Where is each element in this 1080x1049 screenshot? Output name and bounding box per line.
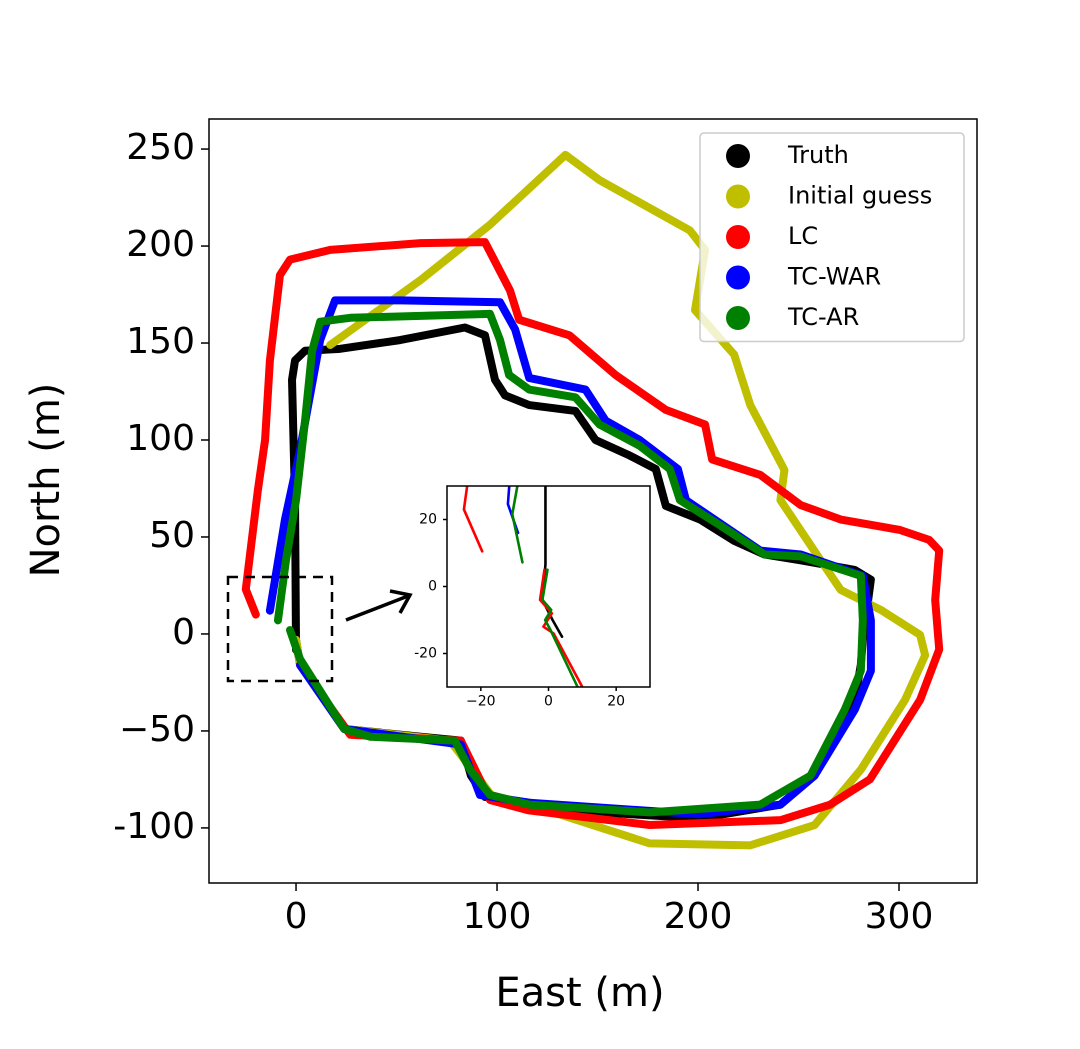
legend-marker <box>726 144 750 168</box>
y-tick-label: −50 <box>119 709 195 750</box>
y-tick-label: -20 <box>414 646 437 662</box>
y-tick-label: 200 <box>126 224 195 265</box>
trajectory <box>510 486 524 564</box>
x-tick-label: 300 <box>865 896 934 937</box>
plot-layer: 0 100 200 300250200150100500−50-100TruthIni… <box>113 118 978 937</box>
x-tick-label: 20 <box>607 694 625 710</box>
legend-label: TC-AR <box>787 303 859 331</box>
zoom-arrow-head <box>389 589 413 614</box>
trajectory <box>538 568 584 687</box>
y-tick-label: 20 <box>419 512 437 528</box>
legend-label: LC <box>788 222 818 250</box>
legend-marker <box>726 265 750 290</box>
trajectory <box>541 568 579 687</box>
x-tick-label: 0 <box>285 896 308 937</box>
x-tick-label: 200 <box>664 896 733 937</box>
zoom-arrow <box>345 594 409 622</box>
x-axis-label: East (m) <box>495 970 664 1016</box>
y-tick-label: 0 <box>428 579 437 595</box>
plot-background <box>447 486 650 687</box>
x-tick-label: 0 <box>544 694 553 710</box>
y-axis-label: North (m) <box>23 383 69 578</box>
y-tick-label: 50 <box>149 515 195 556</box>
x-tick-label: 100 <box>463 896 532 937</box>
legend-marker <box>726 184 750 209</box>
y-tick-label: 100 <box>126 418 195 459</box>
trajectory <box>241 238 944 830</box>
legend-label: Initial guess <box>788 182 932 210</box>
series-group <box>241 150 944 850</box>
legend-label: TC-WAR <box>787 263 881 291</box>
y-tick-label: 150 <box>126 321 195 362</box>
zoom-box <box>226 575 334 683</box>
legend-box <box>699 132 965 343</box>
x-tick-label: −20 <box>466 694 496 710</box>
legend-marker <box>726 225 750 249</box>
series-group <box>462 486 584 687</box>
y-tick-label: 0 <box>172 612 195 653</box>
legend-marker <box>726 306 750 330</box>
legend-label: Truth <box>787 141 849 169</box>
trajectory <box>462 486 484 553</box>
y-tick-label: 250 <box>126 127 195 168</box>
axes-frame <box>208 118 978 884</box>
trajectory <box>273 309 867 817</box>
y-tick-label: -100 <box>113 806 195 847</box>
